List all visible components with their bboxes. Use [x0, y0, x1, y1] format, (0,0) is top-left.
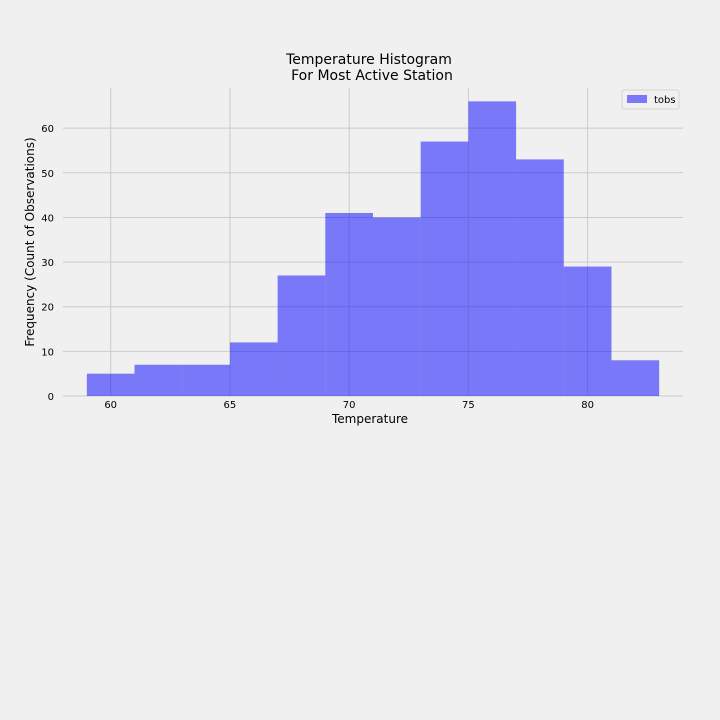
histogram-bar [229, 342, 278, 396]
x-tick-label: 65 [224, 400, 237, 411]
y-tick-labels: 0 10 20 30 40 50 60 [41, 124, 54, 403]
x-tick-label: 75 [462, 400, 475, 411]
histogram-bar [134, 364, 183, 396]
chart-title-line-1: Temperature Histogram [285, 52, 452, 68]
histogram-bar [563, 266, 612, 396]
y-axis-label: Frequency (Count of Observations) [23, 137, 37, 346]
histogram-bar [277, 275, 326, 396]
x-tick-labels: 60 65 70 75 80 [104, 400, 594, 411]
x-tick-label: 70 [343, 400, 356, 411]
histogram-bars [86, 101, 660, 397]
chart-title-line-2: For Most Active Station [291, 68, 453, 84]
y-tick-label: 60 [41, 124, 54, 135]
y-tick-label: 30 [41, 258, 54, 269]
histogram-bar [325, 212, 373, 396]
histogram-bar [611, 360, 660, 396]
legend: tobs [621, 89, 680, 110]
y-tick-label: 50 [41, 169, 54, 180]
histogram-bar [373, 217, 421, 396]
x-tick-label: 60 [104, 400, 117, 411]
legend-swatch [627, 95, 647, 103]
histogram-bar [516, 159, 564, 396]
chart-title: Temperature Histogram For Most Active St… [285, 52, 453, 84]
y-tick-label: 0 [48, 392, 54, 403]
histogram-bar [420, 141, 469, 396]
x-tick-label: 80 [581, 400, 594, 411]
legend-label: tobs [654, 95, 676, 106]
x-axis-label: Temperature [331, 412, 408, 426]
histogram-bar [468, 101, 517, 397]
y-tick-label: 40 [41, 213, 54, 224]
histogram-bar [86, 373, 135, 396]
y-tick-label: 10 [41, 347, 54, 358]
legend-box [621, 89, 680, 110]
y-tick-label: 20 [41, 303, 54, 314]
histogram-bar [182, 364, 230, 396]
